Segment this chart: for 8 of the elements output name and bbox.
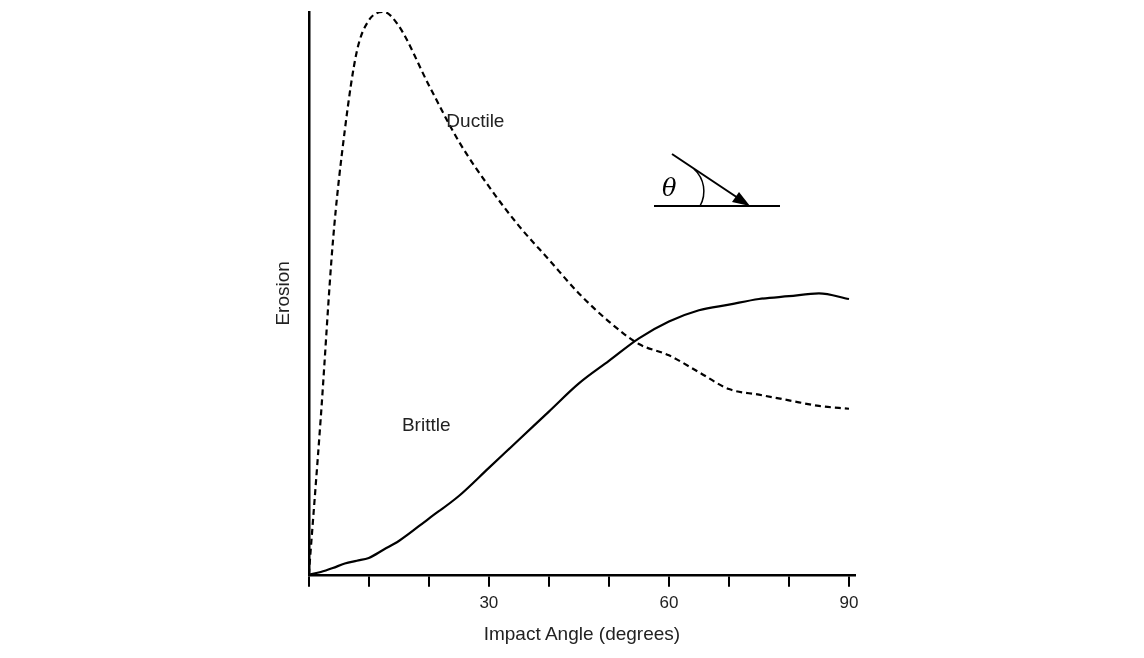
series-label: Ductile bbox=[446, 110, 505, 132]
annotation: θ bbox=[662, 174, 677, 202]
text: Brittle bbox=[401, 414, 451, 436]
x-tick-label: 30 bbox=[479, 592, 499, 612]
x-tick-label: 60 bbox=[659, 592, 679, 612]
x-tick-label: 90 bbox=[839, 592, 859, 612]
y-axis-title: Erosion bbox=[271, 261, 293, 326]
x-axis-title: Impact Angle (degrees) bbox=[483, 622, 681, 644]
